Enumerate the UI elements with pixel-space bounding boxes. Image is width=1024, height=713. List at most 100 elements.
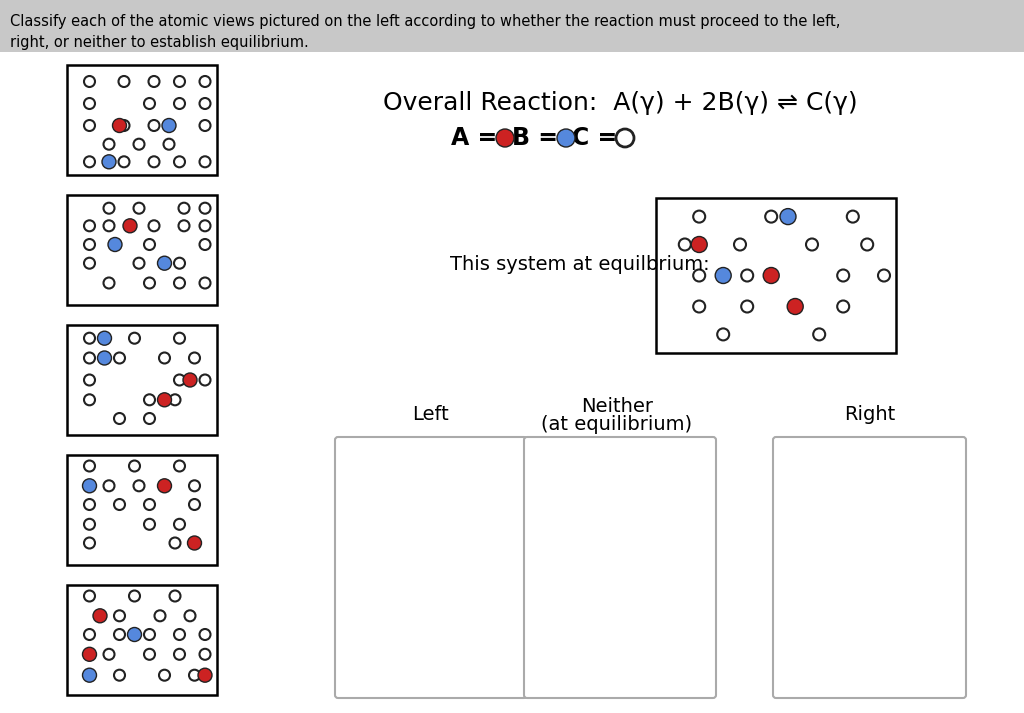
Circle shape	[763, 267, 779, 284]
Circle shape	[734, 239, 746, 250]
Circle shape	[133, 257, 144, 269]
Circle shape	[693, 270, 706, 282]
Circle shape	[84, 499, 95, 510]
Circle shape	[84, 352, 95, 364]
Circle shape	[198, 668, 212, 682]
Circle shape	[84, 538, 95, 548]
Circle shape	[158, 479, 171, 493]
Circle shape	[813, 329, 825, 340]
Circle shape	[84, 239, 95, 250]
Circle shape	[144, 629, 155, 640]
Circle shape	[765, 210, 777, 222]
Circle shape	[741, 300, 754, 312]
Circle shape	[123, 219, 137, 233]
Circle shape	[158, 393, 171, 407]
Circle shape	[84, 120, 95, 131]
FancyBboxPatch shape	[524, 437, 716, 698]
Circle shape	[83, 668, 96, 682]
Circle shape	[103, 277, 115, 289]
Circle shape	[103, 139, 115, 150]
Circle shape	[838, 300, 849, 312]
Text: (at equilibrium): (at equilibrium)	[542, 416, 692, 434]
Circle shape	[102, 155, 116, 169]
Bar	[67, 455, 217, 565]
Circle shape	[83, 647, 96, 661]
Circle shape	[84, 590, 95, 602]
Circle shape	[170, 590, 180, 602]
Circle shape	[189, 670, 200, 681]
Text: Classify each of the atomic views pictured on the left according to whether the : Classify each of the atomic views pictur…	[10, 14, 841, 50]
Circle shape	[155, 610, 166, 621]
Circle shape	[170, 538, 180, 548]
Circle shape	[200, 629, 211, 640]
Circle shape	[114, 413, 125, 424]
Circle shape	[164, 139, 174, 150]
Circle shape	[200, 277, 211, 289]
Circle shape	[144, 277, 155, 289]
Circle shape	[170, 394, 180, 405]
Circle shape	[103, 202, 115, 214]
Circle shape	[159, 352, 170, 364]
Circle shape	[129, 461, 140, 471]
Circle shape	[174, 277, 185, 289]
Circle shape	[174, 649, 185, 660]
Circle shape	[679, 239, 691, 250]
Circle shape	[128, 627, 141, 642]
Circle shape	[174, 629, 185, 640]
Circle shape	[174, 374, 185, 386]
Text: A =: A =	[451, 126, 497, 150]
Circle shape	[84, 374, 95, 386]
Circle shape	[114, 670, 125, 681]
Circle shape	[787, 299, 803, 314]
Circle shape	[148, 120, 160, 131]
FancyBboxPatch shape	[335, 437, 527, 698]
Circle shape	[838, 270, 849, 282]
Circle shape	[174, 98, 185, 109]
Circle shape	[144, 394, 155, 405]
Circle shape	[158, 256, 171, 270]
Text: Neither: Neither	[581, 398, 653, 416]
Circle shape	[144, 98, 155, 109]
Circle shape	[200, 98, 211, 109]
Circle shape	[616, 129, 634, 147]
Circle shape	[174, 257, 185, 269]
Circle shape	[148, 156, 160, 168]
Circle shape	[133, 202, 144, 214]
Circle shape	[200, 156, 211, 168]
Circle shape	[189, 499, 200, 510]
Circle shape	[119, 120, 129, 131]
Circle shape	[84, 629, 95, 640]
Circle shape	[113, 118, 127, 133]
FancyBboxPatch shape	[773, 437, 966, 698]
Circle shape	[183, 373, 197, 387]
Circle shape	[200, 202, 211, 214]
Text: This system at equilbrium:: This system at equilbrium:	[450, 255, 710, 275]
Circle shape	[162, 118, 176, 133]
Bar	[656, 198, 896, 353]
Circle shape	[174, 519, 185, 530]
Circle shape	[189, 481, 200, 491]
Circle shape	[84, 519, 95, 530]
Circle shape	[178, 202, 189, 214]
Circle shape	[557, 129, 575, 147]
Circle shape	[148, 76, 160, 87]
Circle shape	[693, 300, 706, 312]
Circle shape	[159, 670, 170, 681]
Bar	[67, 325, 217, 435]
Bar	[67, 585, 217, 695]
Circle shape	[878, 270, 890, 282]
Bar	[0, 0, 1024, 52]
Circle shape	[148, 220, 160, 231]
Circle shape	[84, 98, 95, 109]
Circle shape	[715, 267, 731, 284]
Circle shape	[84, 156, 95, 168]
Circle shape	[129, 333, 140, 344]
Circle shape	[144, 649, 155, 660]
Circle shape	[200, 120, 211, 131]
Circle shape	[200, 220, 211, 231]
Text: C =: C =	[571, 126, 617, 150]
Circle shape	[144, 499, 155, 510]
Circle shape	[129, 590, 140, 602]
Circle shape	[806, 239, 818, 250]
Text: Left: Left	[412, 404, 449, 424]
